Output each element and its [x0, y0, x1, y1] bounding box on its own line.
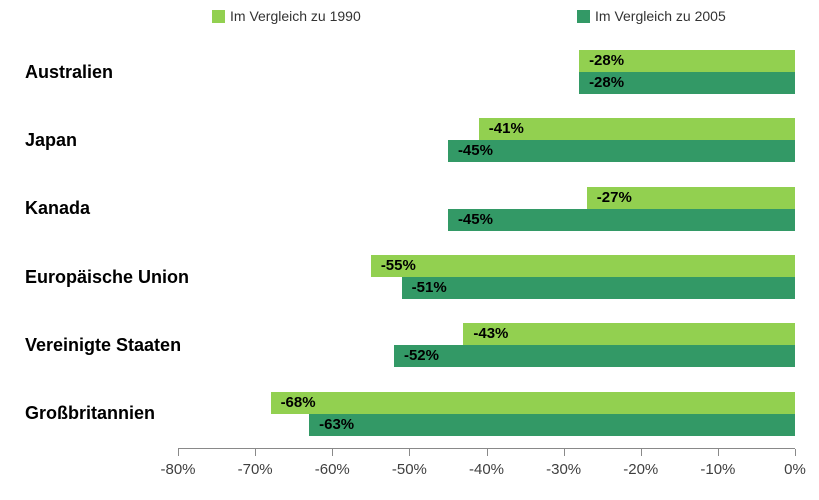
- axis-tick: [409, 449, 411, 456]
- category-label: Großbritannien: [25, 403, 155, 424]
- bar-series-2005: -51%: [401, 277, 795, 300]
- axis-tick: [332, 449, 334, 456]
- bar-value-label: -28%: [589, 74, 625, 92]
- chart-row: Vereinigte Staaten -43% -52%: [0, 311, 819, 379]
- bar-series-1990: -41%: [478, 118, 795, 141]
- axis-tick-label: 0%: [784, 461, 806, 478]
- legend-item-2005: Im Vergleich zu 2005: [577, 8, 726, 24]
- category-label: Australien: [25, 61, 114, 82]
- axis-tick: [178, 449, 179, 456]
- chart-row: Australien -28% -28%: [0, 38, 819, 106]
- bar-value-label: -45%: [457, 142, 493, 160]
- axis-tick-label: -40%: [468, 461, 505, 478]
- chart-row: Europäische Union -55% -51%: [0, 243, 819, 311]
- x-axis: -80% -70% -60% -50% -40% -30% -20% -10% 0%: [160, 448, 806, 493]
- bar-value-label: -68%: [280, 393, 316, 411]
- axis-tick: [563, 449, 565, 456]
- category-label: Japan: [25, 129, 78, 150]
- bar-group: -28% -28%: [178, 50, 795, 95]
- bar-value-label: -52%: [403, 347, 439, 365]
- axis-tick: [255, 449, 257, 456]
- axis-tick-label: -80%: [160, 461, 196, 478]
- bar-series-1990: -55%: [370, 255, 795, 278]
- bar-series-2005: -63%: [309, 413, 795, 436]
- legend-label-1990: Im Vergleich zu 1990: [230, 8, 361, 24]
- bar-group: -27% -45%: [178, 186, 795, 231]
- category-label: Europäische Union: [25, 266, 190, 287]
- bar-value-label: -51%: [411, 279, 447, 297]
- bar-series-1990: -68%: [270, 391, 795, 414]
- bar-value-label: -27%: [596, 188, 632, 206]
- chart-row: Japan -41% -45%: [0, 106, 819, 174]
- axis-tick-label: -10%: [700, 461, 736, 478]
- legend-label-2005: Im Vergleich zu 2005: [595, 8, 726, 24]
- bar-value-label: -28%: [589, 52, 625, 70]
- chart-row: Kanada -27% -45%: [0, 175, 819, 243]
- legend-swatch-1990-icon: [212, 9, 225, 23]
- bar-series-2005: -28%: [579, 72, 795, 95]
- bar-series-2005: -45%: [447, 208, 795, 231]
- bar-value-label: -63%: [319, 415, 355, 433]
- axis-tick: [486, 449, 488, 456]
- axis-tick: [640, 449, 642, 456]
- bar-series-1990: -27%: [586, 186, 795, 209]
- chart-row: Großbritannien -68% -63%: [0, 379, 819, 447]
- bar-series-1990: -28%: [579, 50, 795, 73]
- axis-tick: [717, 449, 719, 456]
- bar-series-1990: -43%: [463, 323, 795, 346]
- category-label: Vereinigte Staaten: [25, 334, 182, 355]
- axis-tick-label: -60%: [314, 461, 350, 478]
- plot-area: Australien -28% -28% Japan -41% -45% Kanada -27…: [0, 38, 819, 448]
- bar-series-2005: -45%: [447, 140, 795, 163]
- bar-group: -68% -63%: [178, 391, 795, 436]
- axis-tick-label: -50%: [391, 461, 427, 478]
- bar-value-label: -45%: [457, 210, 493, 228]
- axis-tick-label: -70%: [237, 461, 273, 478]
- axis-tick: [795, 449, 796, 456]
- bar-value-label: -55%: [380, 257, 416, 275]
- bar-group: -55% -51%: [178, 255, 795, 300]
- bar-group: -43% -52%: [178, 323, 795, 368]
- category-label: Kanada: [25, 198, 91, 219]
- bar-value-label: -43%: [473, 325, 509, 343]
- legend-swatch-2005-icon: [577, 9, 590, 23]
- bar-group: -41% -45%: [178, 118, 795, 163]
- bar-series-2005: -52%: [393, 345, 795, 368]
- bar-value-label: -41%: [488, 120, 524, 138]
- legend: Im Vergleich zu 1990 Im Vergleich zu 200…: [0, 6, 819, 32]
- axis-tick-label: -30%: [546, 461, 582, 478]
- legend-item-1990: Im Vergleich zu 1990: [212, 8, 361, 24]
- axis-tick-label: -20%: [623, 461, 659, 478]
